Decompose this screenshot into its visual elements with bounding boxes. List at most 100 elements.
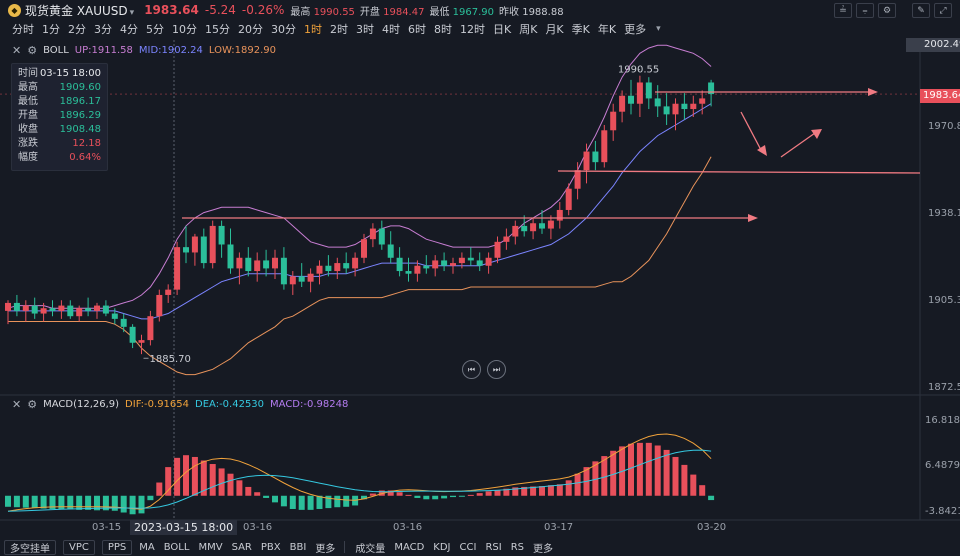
macd-bar (40, 495, 47, 509)
macd-bar (58, 495, 65, 510)
macd-tick: 6.48796 (925, 460, 960, 472)
period-tab[interactable]: 15分 (205, 23, 230, 36)
down-arrow-line (740, 111, 762, 151)
period-tab[interactable]: 1时 (304, 23, 322, 36)
price-change: -5.24 (204, 3, 236, 17)
sub-indicator-option[interactable]: RSI (485, 541, 502, 553)
sub-indicator-option[interactable]: KDJ (433, 541, 451, 553)
macd-bar (289, 495, 296, 509)
ohlc-tooltip: 时间 03-15 18:00 最高 1909.60 最低 1896.17 开盘 1896.29… (11, 63, 108, 171)
fullscreen-icon[interactable]: ⤢ (934, 3, 952, 18)
period-tab[interactable]: 月K (545, 23, 564, 36)
candle-body (209, 225, 216, 264)
sub-indicator-option[interactable]: RS (510, 541, 524, 553)
ohlc-key: 涨跌 (18, 138, 38, 149)
macd-bar (334, 495, 341, 508)
macd-bar (574, 473, 581, 496)
period-tab[interactable]: 6时 (408, 23, 426, 36)
candle-body (352, 257, 359, 269)
toggle-button[interactable]: VPC (63, 539, 95, 555)
candle-body (289, 276, 296, 285)
candle-body (129, 326, 136, 343)
main-indicator-option[interactable]: BOLL (163, 541, 190, 553)
ohlc-row: 幅度 0.64% (18, 151, 101, 165)
candle-body (539, 223, 545, 229)
candle-body (120, 318, 127, 327)
candle-body (316, 265, 323, 274)
main-indicator-option[interactable]: PBX (260, 541, 281, 553)
indicator-bar: 多空挂单 VPC PPS MA BOLL MMV SAR PBX BBI 更多 成交量 MACD KDJ… (0, 538, 960, 556)
chart-style-icon[interactable]: ≟ (834, 3, 852, 18)
symbol-selector[interactable]: 现货黄金 XAUUSD ▾ (25, 2, 134, 19)
macd-bar (654, 445, 661, 496)
macd-bar (476, 493, 483, 496)
macd-bar (610, 450, 617, 496)
stat-value: 1988.88 (522, 6, 564, 18)
macd-dif-value: DIF:-0.91654 (125, 399, 190, 410)
period-tab[interactable]: 5分 (146, 23, 164, 36)
sub-indicator-option[interactable]: MACD (394, 541, 425, 553)
period-tab[interactable]: 10分 (172, 23, 197, 36)
sub-indicator-option[interactable]: 成交量 (355, 543, 386, 555)
period-tab[interactable]: 2分 (68, 23, 86, 36)
stat-label: 昨收 (499, 6, 520, 18)
macd-bar (85, 495, 92, 510)
toggle-button[interactable]: 多空挂单 (4, 539, 56, 555)
candle-body (183, 247, 189, 253)
period-tab[interactable]: 4时 (382, 23, 400, 36)
toggle-button[interactable]: PPS (101, 539, 133, 555)
main-indicator-option[interactable]: SAR (231, 541, 252, 553)
close-icon[interactable]: ✕ (12, 44, 22, 57)
ohlc-row: 开盘 1896.29 (18, 109, 101, 123)
close-icon[interactable]: ✕ (12, 398, 22, 411)
macd-tick: -3.84212 (925, 505, 960, 517)
period-tab[interactable]: 3分 (94, 23, 112, 36)
period-tab[interactable]: 分时 (12, 23, 34, 36)
gear-icon[interactable]: ⚙ (27, 398, 38, 411)
scroll-left-icon[interactable]: ⏮ (462, 360, 481, 379)
candle-body (654, 98, 661, 107)
sub-indicator-option[interactable]: 更多 (532, 543, 553, 555)
period-tab[interactable]: 年K (597, 23, 617, 36)
macd-bar (405, 494, 412, 496)
main-indicator-option[interactable]: MMV (198, 541, 223, 553)
candle-body (592, 151, 599, 163)
main-indicator-option[interactable]: 更多 (315, 543, 336, 555)
ohlc-key: 最高 (18, 82, 38, 93)
macd-bar (645, 442, 652, 496)
scroll-right-icon[interactable]: ⏭ (487, 360, 506, 379)
ohlc-value: 0.64% (69, 152, 101, 163)
candle-body (547, 220, 554, 229)
settings-icon[interactable]: ⚙ (878, 3, 896, 18)
candle-body (334, 263, 341, 272)
high-price-label: 1990.55 (618, 65, 659, 76)
draw-icon[interactable]: ✎ (912, 3, 930, 18)
period-tab[interactable]: 日K (493, 23, 512, 36)
candle-body (227, 244, 234, 269)
period-tab[interactable]: 4分 (120, 23, 138, 36)
period-tab[interactable]: 季K (571, 23, 590, 36)
sub-indicator-option[interactable]: CCI (459, 541, 477, 553)
candle-body (147, 316, 154, 341)
indicator-icon[interactable]: ⩦ (856, 3, 874, 18)
arrow-head-icon (748, 214, 758, 222)
kline-chart[interactable]: 1990.55 1885.70 (0, 40, 960, 538)
period-tab[interactable]: 2时 (330, 23, 348, 36)
main-indicator-option[interactable]: MA (139, 541, 155, 553)
main-indicator-option[interactable]: BBI (289, 541, 307, 553)
candle-body (494, 241, 501, 258)
period-tab[interactable]: 周K (519, 23, 538, 36)
period-tab[interactable]: 12时 (460, 23, 485, 36)
gear-icon[interactable]: ⚙ (27, 44, 38, 57)
candle-body (458, 257, 465, 264)
macd-bar (414, 495, 421, 498)
period-tab[interactable]: 更多 (624, 23, 647, 36)
period-tab[interactable]: 3时 (356, 23, 374, 36)
candle-body (76, 308, 83, 317)
candle-body (690, 103, 697, 110)
period-tab[interactable]: 8时 (434, 23, 452, 36)
candle-body (396, 257, 403, 272)
period-tab[interactable]: 30分 (271, 23, 296, 36)
period-tab[interactable]: 1分 (42, 23, 60, 36)
period-tab[interactable]: 20分 (238, 23, 263, 36)
